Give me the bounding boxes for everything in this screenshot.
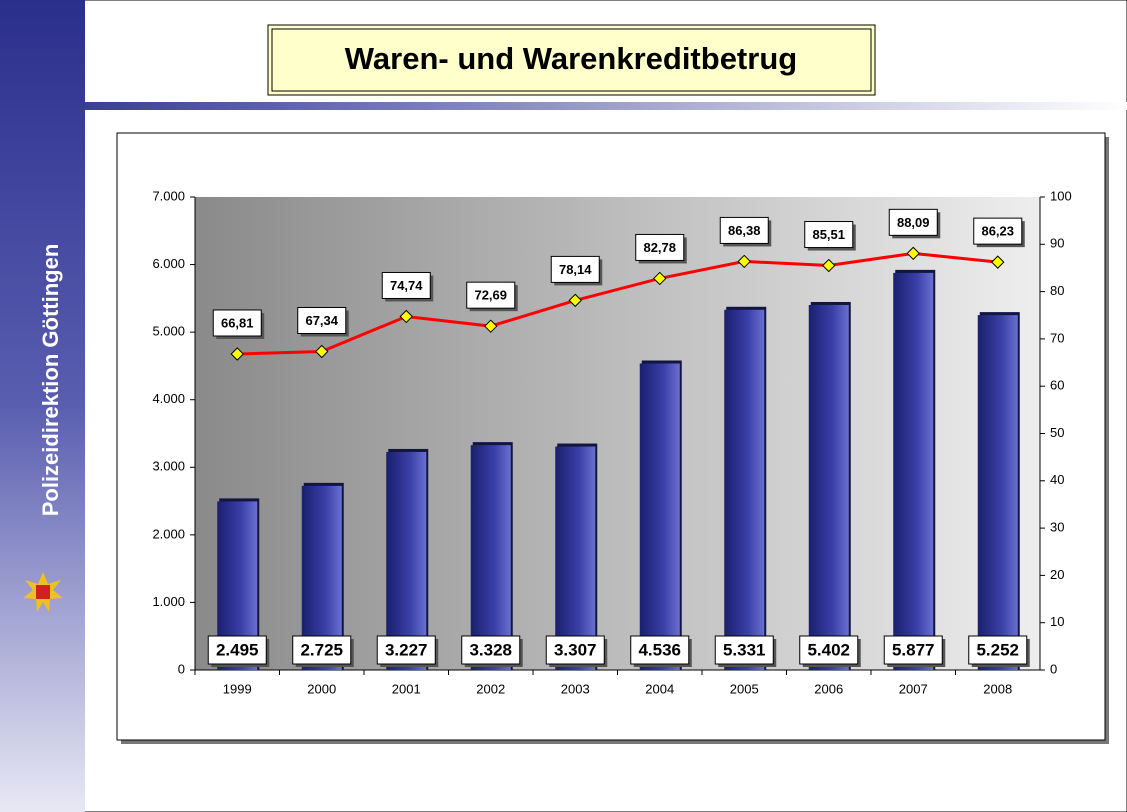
label-box (719, 216, 769, 244)
label-box (466, 281, 516, 309)
title-box (267, 24, 876, 96)
label-box (212, 309, 262, 337)
label-box (630, 635, 690, 665)
bar (893, 272, 934, 670)
y-tick-label: 4.000 (152, 391, 185, 406)
label-box (461, 635, 521, 665)
marker (822, 258, 836, 273)
x-tick-label: 2001 (392, 681, 421, 696)
y-tick-label: 0 (178, 661, 185, 676)
label-box (799, 635, 859, 665)
data-label: 78,14 (559, 262, 592, 277)
label-box (376, 635, 436, 665)
marker (568, 293, 582, 308)
data-label: 5.877 (892, 640, 935, 659)
y2-tick-label: 50 (1050, 425, 1064, 440)
x-tick-label: 2002 (476, 681, 505, 696)
x-tick-label: 2008 (983, 681, 1012, 696)
label-box (968, 635, 1028, 665)
marker (906, 246, 920, 261)
x-tick-label: 2006 (814, 681, 843, 696)
y-tick-label: 7.000 (152, 188, 185, 203)
y2-tick-label: 20 (1050, 567, 1064, 582)
sidebar-text: Polizeidirektion Göttingen (38, 244, 63, 517)
bar (386, 451, 427, 670)
label-box (804, 221, 854, 249)
data-label: 85,51 (812, 227, 845, 242)
label-box (207, 635, 267, 665)
data-label: 2.725 (300, 640, 343, 659)
label-box (883, 635, 943, 665)
label-box (888, 208, 938, 236)
label-box (381, 271, 431, 299)
chart-title: Waren- und Warenkreditbetrug (345, 41, 797, 76)
marker (230, 347, 244, 361)
x-tick-label: 2005 (730, 681, 759, 696)
marker (991, 255, 1005, 269)
data-label: 67,34 (305, 313, 338, 328)
bar (639, 363, 680, 670)
marker (484, 319, 498, 333)
emblem (23, 572, 63, 612)
y-tick-label: 5.000 (152, 324, 185, 339)
bar (724, 309, 765, 670)
marker (399, 309, 413, 324)
label-box (292, 635, 352, 665)
y2-tick-label: 90 (1050, 236, 1064, 251)
bar (555, 446, 596, 670)
bar (977, 315, 1018, 670)
data-label: 5.402 (807, 640, 850, 659)
label-box (545, 635, 605, 665)
data-label: 4.536 (638, 640, 681, 659)
sidebar (0, 0, 85, 812)
x-tick-label: 1999 (223, 681, 252, 696)
data-label: 3.328 (469, 640, 512, 659)
label-box (550, 255, 600, 283)
header-rule (85, 102, 1127, 110)
y2-tick-label: 80 (1050, 283, 1064, 298)
y2-tick-label: 60 (1050, 378, 1064, 393)
data-label: 3.227 (385, 640, 428, 659)
data-label: 82,78 (643, 240, 676, 255)
x-tick-label: 2003 (561, 681, 590, 696)
data-label: 74,74 (390, 278, 423, 293)
x-tick-label: 2007 (899, 681, 928, 696)
bar (808, 304, 849, 670)
y2-tick-label: 40 (1050, 472, 1064, 487)
data-label: 88,09 (897, 215, 930, 230)
y-tick-label: 3.000 (152, 459, 185, 474)
data-label: 86,38 (728, 223, 761, 238)
data-label: 5.331 (723, 640, 766, 659)
data-label: 86,23 (981, 224, 1014, 239)
data-label: 2.495 (216, 640, 259, 659)
y-tick-label: 6.000 (152, 256, 185, 271)
y-tick-label: 2.000 (152, 526, 185, 541)
line (237, 251, 998, 356)
x-tick-label: 2000 (307, 681, 336, 696)
x-tick-label: 2004 (645, 681, 674, 696)
label-box (714, 635, 774, 665)
data-label: 66,81 (221, 315, 254, 330)
label-box (297, 306, 347, 334)
label-box (973, 217, 1023, 245)
marker (315, 344, 329, 359)
y2-tick-label: 30 (1050, 520, 1064, 535)
data-label: 3.307 (554, 640, 597, 659)
bar (470, 445, 511, 670)
y2-tick-label: 70 (1050, 330, 1064, 345)
data-label: 5.252 (976, 640, 1019, 659)
label-box (635, 233, 685, 261)
y-tick-label: 1.000 (152, 594, 185, 609)
marker (737, 254, 751, 269)
y2-tick-label: 100 (1050, 188, 1072, 203)
title-box-inner (271, 28, 872, 92)
data-label: 72,69 (474, 288, 507, 303)
y2-tick-label: 0 (1050, 661, 1057, 676)
marker (653, 271, 667, 286)
y2-tick-label: 10 (1050, 614, 1064, 629)
